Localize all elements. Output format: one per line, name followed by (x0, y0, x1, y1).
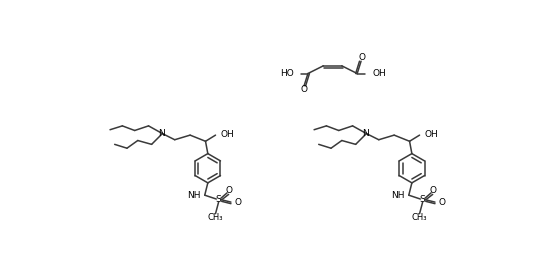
Text: CH₃: CH₃ (412, 213, 427, 222)
Text: S: S (420, 195, 426, 204)
Text: O: O (430, 186, 437, 195)
Text: OH: OH (220, 130, 234, 139)
Text: OH: OH (424, 130, 438, 139)
Text: N: N (362, 129, 369, 138)
Text: O: O (359, 53, 365, 62)
Text: O: O (226, 186, 233, 195)
Text: CH₃: CH₃ (208, 213, 223, 222)
Text: OH: OH (372, 69, 386, 78)
Text: NH: NH (391, 191, 405, 200)
Text: NH: NH (188, 191, 201, 200)
Text: S: S (216, 195, 221, 204)
Text: N: N (158, 129, 165, 138)
Text: O: O (439, 198, 446, 207)
Text: HO: HO (280, 69, 294, 78)
Text: O: O (301, 85, 307, 94)
Text: O: O (235, 198, 242, 207)
